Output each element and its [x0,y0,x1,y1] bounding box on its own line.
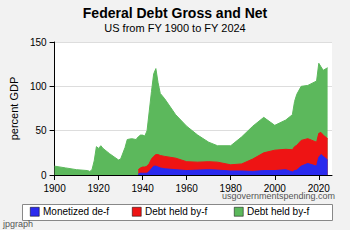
svg-text:US from FY 1900 to FY 2024: US from FY 1900 to FY 2024 [104,22,245,34]
svg-text:50: 50 [35,125,47,136]
svg-text:percent GDP: percent GDP [8,77,20,141]
svg-text:2000: 2000 [264,183,287,194]
svg-text:100: 100 [30,81,47,92]
svg-text:1920: 1920 [87,183,110,194]
svg-text:1900: 1900 [43,183,66,194]
svg-text:Debt held by-f: Debt held by-f [247,206,309,217]
svg-text:Debt held by-f: Debt held by-f [145,206,207,217]
svg-text:2020: 2020 [308,183,331,194]
svg-text:usgovernmentspending.com: usgovernmentspending.com [221,190,335,201]
svg-text:Monetized de-f: Monetized de-f [43,206,109,217]
svg-text:1980: 1980 [220,183,243,194]
svg-text:0: 0 [41,170,47,181]
svg-text:Federal Debt Gross and Net: Federal Debt Gross and Net [83,5,268,21]
svg-text:150: 150 [30,37,47,48]
svg-text:1940: 1940 [132,183,155,194]
svg-text:jpgraph: jpgraph [2,219,33,229]
svg-text:1960: 1960 [176,183,199,194]
